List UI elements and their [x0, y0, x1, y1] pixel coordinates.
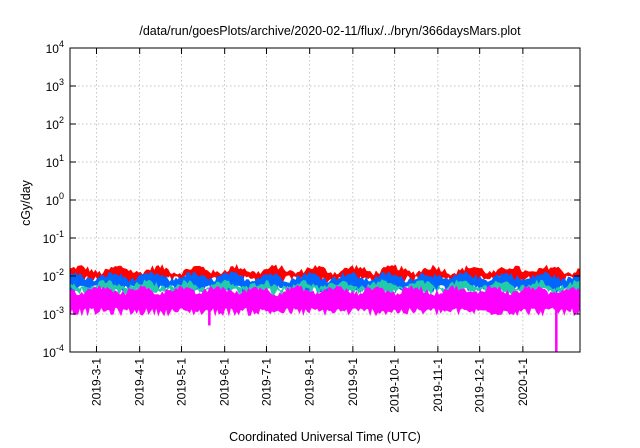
x-tick-label: 2020-1-1: [516, 358, 530, 406]
y-tick-label: 10-1: [43, 229, 64, 246]
x-tick-label: 2019-8-1: [303, 358, 317, 406]
x-tick-label: 2019-5-1: [174, 358, 188, 406]
y-tick-labels: 10-4 10-3 10-2 10-1 100 101 102 103 104: [43, 39, 64, 360]
y-tick-label: 103: [46, 77, 64, 94]
x-axis-label: Coordinated Universal Time (UTC): [229, 430, 421, 444]
y-tick-label: 101: [46, 153, 64, 170]
data-bands: [69, 264, 581, 352]
chart-title: /data/run/goesPlots/archive/2020-02-11/f…: [139, 24, 521, 38]
x-tick-label: 2019-11-1: [431, 358, 445, 412]
x-tick-label: 2019-4-1: [133, 358, 147, 406]
y-tick-label: 100: [46, 191, 64, 208]
axes: [69, 47, 581, 353]
x-tick-label: 2019-10-1: [388, 358, 402, 413]
y-tick-label: 10-3: [43, 305, 64, 322]
x-tick-label: 2019-7-1: [259, 358, 273, 406]
y-tick-label: 102: [46, 115, 64, 132]
y-tick-label: 10-2: [43, 267, 64, 284]
y-tick-label: 10-4: [43, 343, 64, 360]
y-tick-label: 104: [46, 39, 64, 56]
x-tick-label: 2019-3-1: [89, 358, 103, 406]
x-tick-labels: 2019-3-1 2019-4-1 2019-5-1 2019-6-1 2019-7-1…: [89, 358, 529, 413]
y-axis-label: cGy/day: [19, 179, 33, 226]
plot-frame: [69, 47, 581, 353]
x-tick-label: 2019-12-1: [473, 358, 487, 413]
x-tick-label: 2019-6-1: [218, 358, 232, 406]
x-tick-label: 2019-9-1: [346, 358, 360, 406]
